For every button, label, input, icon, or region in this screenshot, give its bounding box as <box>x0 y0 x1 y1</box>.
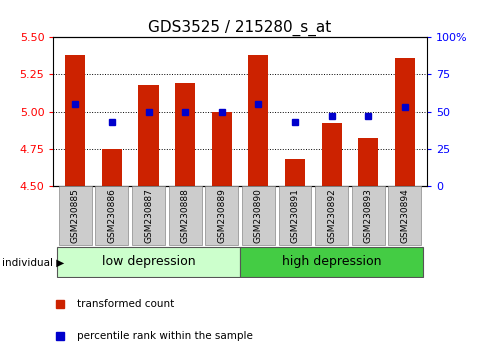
Bar <box>65 55 85 186</box>
Text: GSM230891: GSM230891 <box>290 188 299 244</box>
Text: GSM230886: GSM230886 <box>107 188 116 244</box>
Bar <box>138 85 158 186</box>
Title: GDS3525 / 215280_s_at: GDS3525 / 215280_s_at <box>148 19 331 36</box>
FancyBboxPatch shape <box>242 187 274 245</box>
FancyBboxPatch shape <box>388 187 421 245</box>
Text: individual ▶: individual ▶ <box>2 258 64 268</box>
Bar <box>357 138 378 186</box>
Text: GSM230894: GSM230894 <box>399 189 408 243</box>
Text: GSM230893: GSM230893 <box>363 188 372 244</box>
FancyBboxPatch shape <box>95 187 128 245</box>
Text: GSM230888: GSM230888 <box>180 188 189 244</box>
Text: high depression: high depression <box>281 256 380 268</box>
FancyBboxPatch shape <box>57 247 240 276</box>
FancyBboxPatch shape <box>278 187 311 245</box>
Bar <box>284 159 304 186</box>
Bar <box>175 83 195 186</box>
Text: GSM230890: GSM230890 <box>253 188 262 244</box>
FancyBboxPatch shape <box>168 187 201 245</box>
Bar <box>211 112 231 186</box>
Text: percentile rank within the sample: percentile rank within the sample <box>77 331 253 341</box>
Text: GSM230892: GSM230892 <box>326 189 335 243</box>
FancyBboxPatch shape <box>132 187 165 245</box>
Text: GSM230887: GSM230887 <box>144 188 153 244</box>
Text: GSM230889: GSM230889 <box>217 188 226 244</box>
Bar <box>248 55 268 186</box>
Text: GSM230885: GSM230885 <box>71 188 80 244</box>
FancyBboxPatch shape <box>240 247 422 276</box>
FancyBboxPatch shape <box>205 187 238 245</box>
Text: low depression: low depression <box>102 256 195 268</box>
Text: transformed count: transformed count <box>77 299 174 309</box>
Bar <box>321 124 341 186</box>
Bar <box>102 149 122 186</box>
Bar <box>394 58 414 186</box>
FancyBboxPatch shape <box>59 187 91 245</box>
FancyBboxPatch shape <box>315 187 348 245</box>
FancyBboxPatch shape <box>351 187 384 245</box>
